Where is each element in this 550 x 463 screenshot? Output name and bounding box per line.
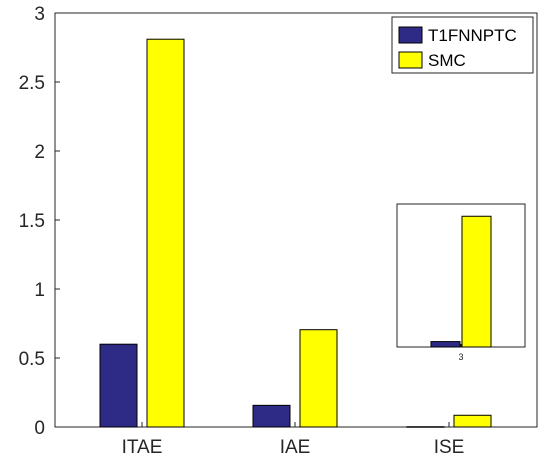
inset-bar-t1fnnptc — [430, 341, 461, 348]
bar-t1fnnptc-ise — [406, 426, 445, 428]
inset-box — [396, 203, 526, 348]
legend: T1FNNPTC SMC — [391, 16, 534, 74]
y-tick-label: 2.5 — [19, 73, 45, 94]
inset-x-tick-label: 3 — [458, 352, 463, 362]
bar-t1fnnptc-itae — [99, 343, 138, 428]
y-tick-label: 1.5 — [19, 211, 45, 232]
bar-smc-iae — [299, 329, 338, 428]
y-tick-label: 0 — [34, 418, 45, 439]
legend-label-smc: SMC — [428, 51, 466, 70]
legend-swatch-smc — [398, 51, 423, 69]
bar-t1fnnptc-iae — [252, 404, 291, 428]
x-tick-label-ise: ISE — [434, 437, 465, 458]
x-tick-label-iae: IAE — [280, 437, 311, 458]
legend-swatch-t1fnnptc — [398, 26, 423, 44]
bar-smc-ise — [453, 414, 492, 428]
y-tick-label: 3 — [34, 4, 45, 25]
bar-smc-itae — [146, 38, 185, 428]
inset-bar-smc — [461, 215, 492, 348]
legend-label-t1fnnptc: T1FNNPTC — [428, 26, 517, 45]
y-tick-label: 1 — [34, 280, 45, 301]
y-tick-label: 0.5 — [19, 349, 45, 370]
inset-zoom: 3 — [396, 203, 526, 362]
y-tick-label: 2 — [34, 142, 45, 163]
x-tick-label-itae: ITAE — [122, 437, 163, 458]
